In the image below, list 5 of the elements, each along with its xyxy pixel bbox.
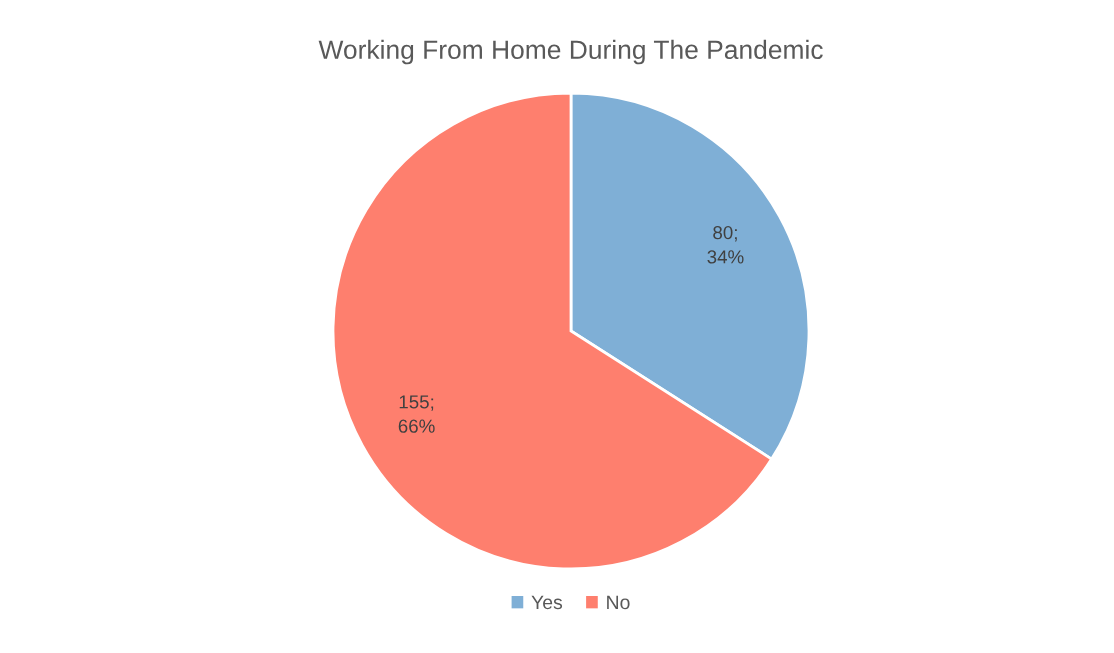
legend-label: No xyxy=(607,595,630,610)
legend-label: Yes xyxy=(531,595,563,610)
data-label: 155; 66% xyxy=(398,395,435,433)
data-label: 80; 34% xyxy=(707,225,744,264)
chart-title: Working From Home During The Pandemic xyxy=(318,39,823,65)
